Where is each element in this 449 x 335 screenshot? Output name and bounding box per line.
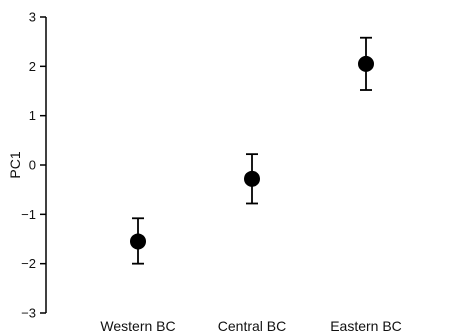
data-point [130,233,146,250]
axes: 3 2 1 0 −1 −2 −3 PC1 [7,10,47,321]
category-label: Eastern BC [330,318,402,334]
data-point [244,170,260,187]
y-tick-label: −3 [21,306,36,321]
y-tick-labels: 3 2 1 0 −1 −2 −3 [21,10,36,321]
y-tick-label: 1 [29,108,36,123]
y-tick-label: 3 [29,10,36,25]
error-bars [132,36,372,265]
category-label: Western BC [100,318,175,334]
y-tick-label: −1 [21,207,36,222]
category-label: Central BC [218,318,286,334]
y-tick-label: −2 [21,256,36,271]
data-points [130,55,374,250]
y-tick-label: 0 [29,158,36,173]
y-tick-label: 2 [29,59,36,74]
data-point [358,55,374,72]
y-axis-label: PC1 [7,151,23,178]
y-ticks [40,16,46,314]
category-labels: Western BC Central BC Eastern BC [100,318,401,334]
